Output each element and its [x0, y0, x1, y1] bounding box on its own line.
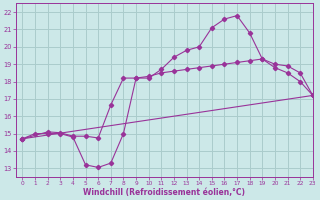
X-axis label: Windchill (Refroidissement éolien,°C): Windchill (Refroidissement éolien,°C) — [84, 188, 245, 197]
